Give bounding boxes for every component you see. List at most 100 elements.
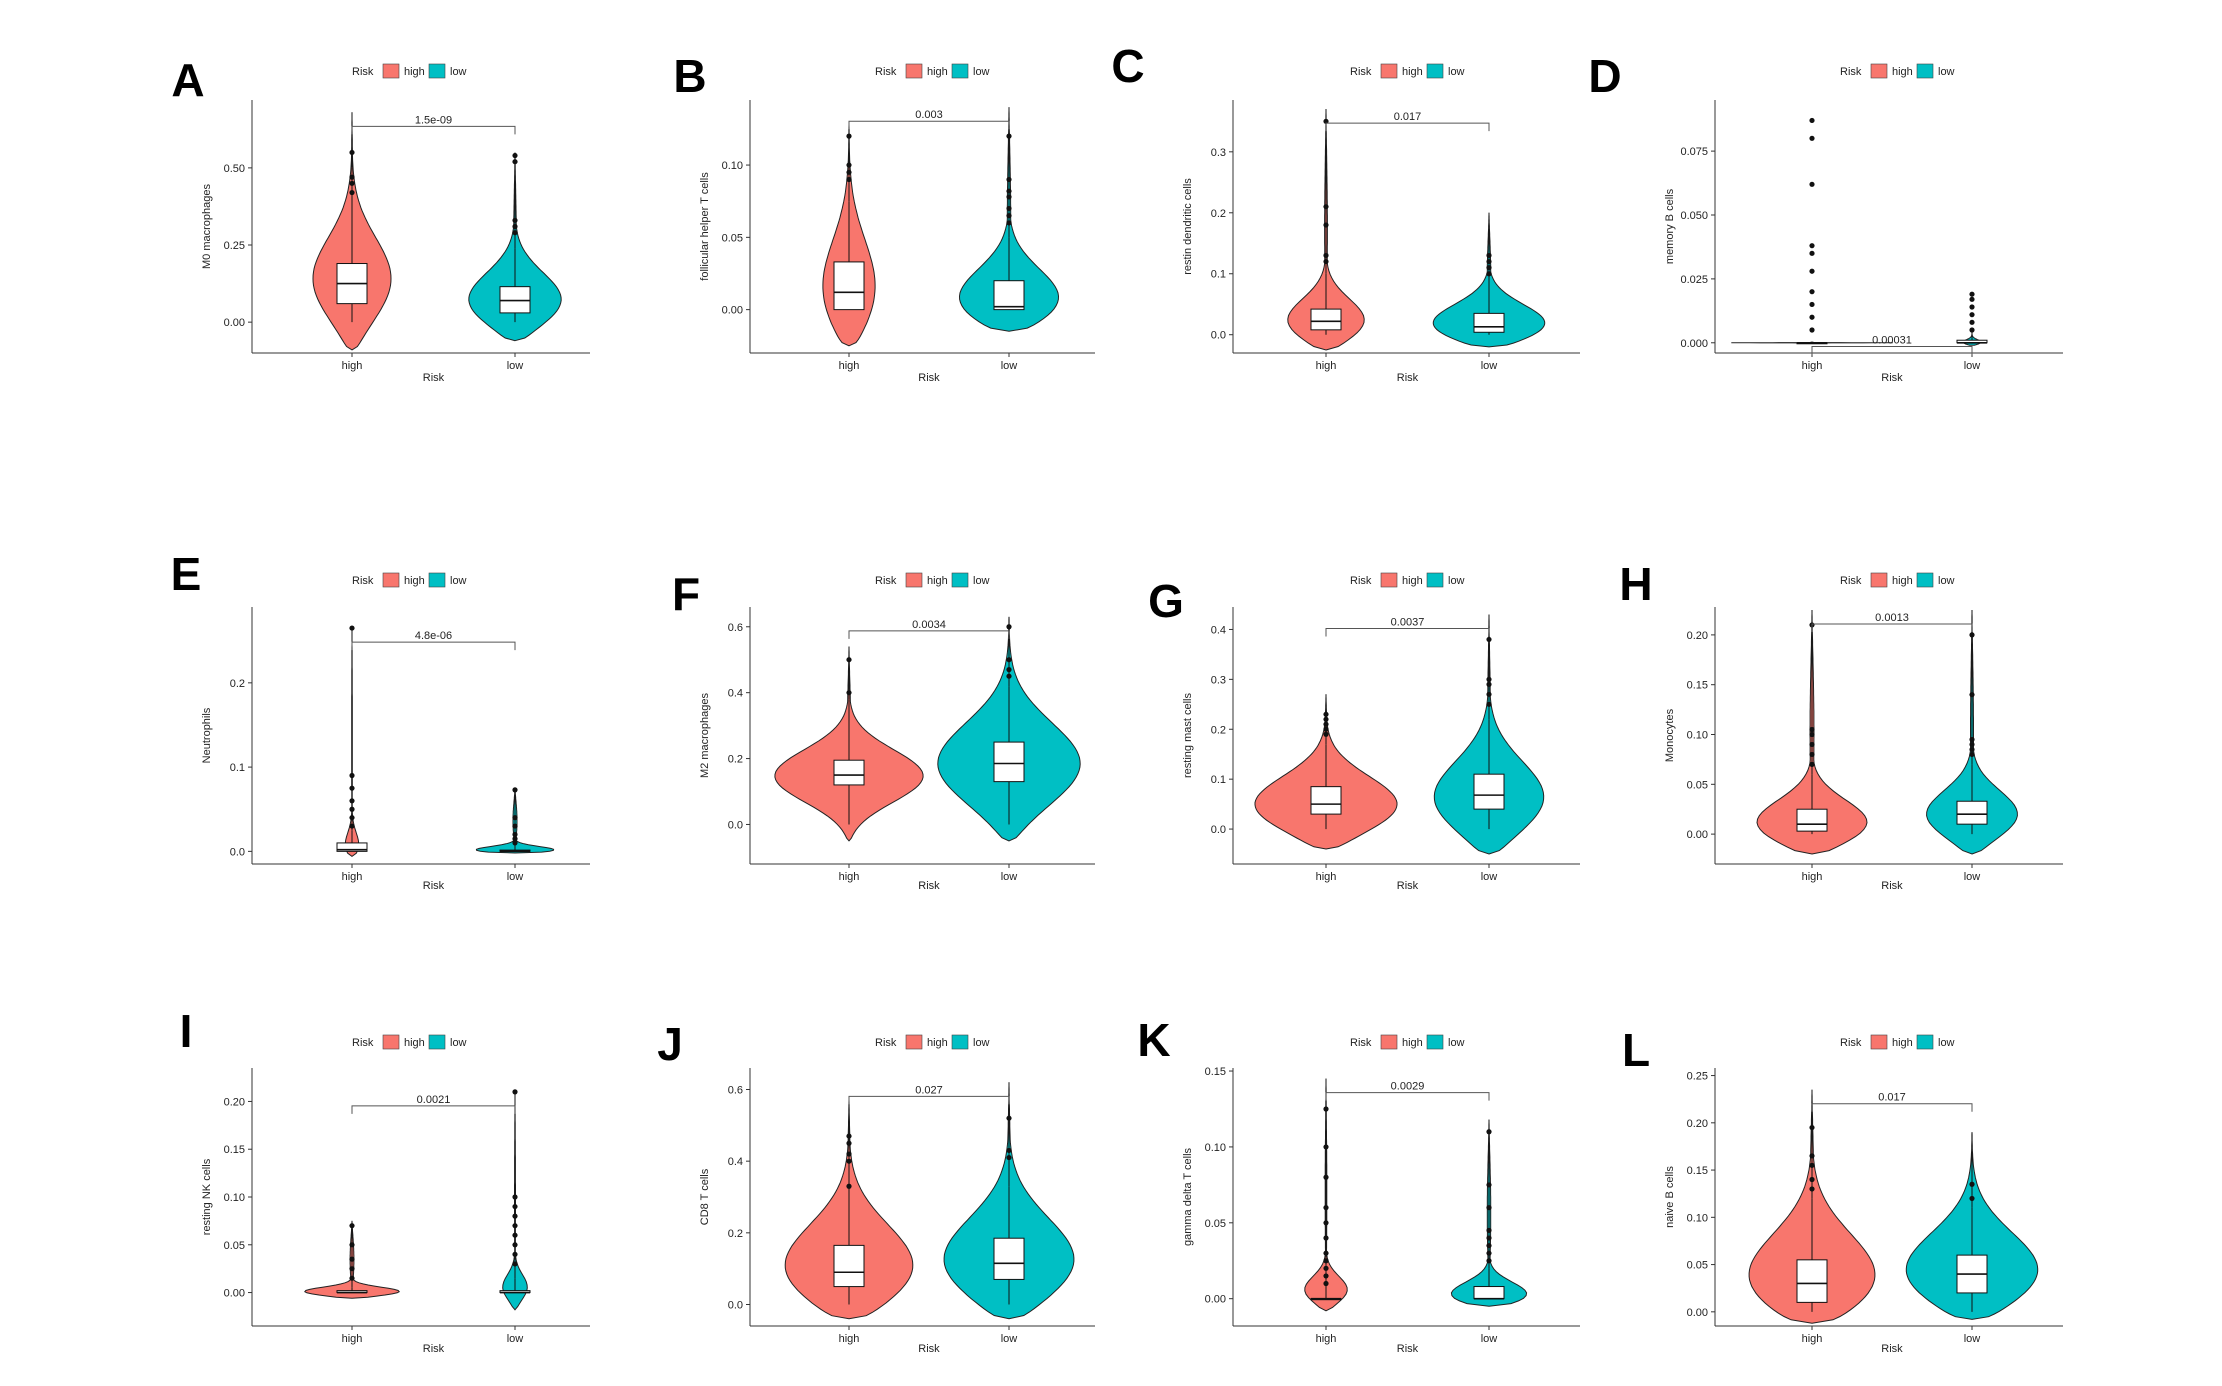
bracket-line <box>1325 627 1490 637</box>
panel-G: G Risk high low 0.0 0.1 0.2 0.3 0.4 resting mast … <box>1148 572 1580 892</box>
legend-swatch-high <box>905 63 923 79</box>
box-low <box>993 741 1025 783</box>
legend-label-low: low <box>450 1037 467 1049</box>
legend-label-high: high <box>1402 575 1423 587</box>
legend-swatch-low <box>1426 572 1444 588</box>
legend-swatch-low <box>951 63 969 79</box>
bracket-line <box>351 1105 516 1114</box>
box-high <box>1796 1259 1828 1303</box>
legend: Risk high low <box>1350 572 1465 588</box>
y-tick-label: 0.05 <box>224 1240 245 1252</box>
y-tick-label: 0.05 <box>1687 779 1708 791</box>
legend-label-low: low <box>450 575 467 587</box>
bracket-line <box>351 125 516 135</box>
pvalue-label: 0.017 <box>1878 1092 1906 1104</box>
y-tick-label: 0.0 <box>1211 330 1226 342</box>
outlier-point-low <box>1969 296 1975 302</box>
legend-title: Risk <box>352 575 374 587</box>
pvalue-bracket: 0.0034 <box>848 619 1010 639</box>
panel-A: A Risk high low 0.00 0.25 0.50 M0 macrophages hi… <box>171 54 590 384</box>
pvalue-label: 0.0029 <box>1391 1081 1425 1093</box>
y-tick-label: 0.000 <box>1680 338 1708 350</box>
panel-letter: L <box>1622 1024 1650 1076</box>
x-tick-label: low <box>1964 1333 1981 1345</box>
x-axis-label: Risk <box>1397 372 1419 384</box>
x-axis-label: Risk <box>918 880 940 892</box>
y-axis-label: resting NK cells <box>201 1158 213 1235</box>
panel-letter: F <box>672 568 700 620</box>
y-tick-label: 0.00 <box>1687 1307 1708 1319</box>
pvalue-label: 0.0013 <box>1875 612 1909 624</box>
y-tick-label: 0.0 <box>728 819 743 831</box>
x-axis-label: Risk <box>1881 1343 1903 1355</box>
legend-title: Risk <box>1840 66 1862 78</box>
legend: Risk high low <box>875 63 990 79</box>
y-axis-label: Monocytes <box>1664 708 1676 762</box>
y-tick-label: 0.10 <box>722 160 743 172</box>
pvalue-bracket: 0.0013 <box>1811 612 1973 632</box>
pvalue-bracket: 0.017 <box>1811 1092 1973 1112</box>
pvalue-label: 1.5e-09 <box>415 114 452 126</box>
legend-swatch-high <box>1380 572 1398 588</box>
legend: Risk high low <box>352 572 467 588</box>
y-tick-label: 0.10 <box>224 1192 245 1204</box>
legend-swatch-high <box>382 63 400 79</box>
y-axis-label: naive B cells <box>1664 1166 1676 1228</box>
legend-title: Risk <box>875 66 897 78</box>
legend-swatch-high <box>1380 63 1398 79</box>
legend-title: Risk <box>352 66 374 78</box>
pvalue-bracket: 0.003 <box>848 109 1010 130</box>
legend-label-low: low <box>1448 575 1465 587</box>
x-tick-label: low <box>507 360 524 372</box>
y-tick-label: 0.4 <box>728 688 743 700</box>
legend-label-high: high <box>927 1037 948 1049</box>
y-tick-label: 0.00 <box>224 317 245 329</box>
panel-I: I Risk high low 0.00 0.05 0.10 0.15 0.20 resting … <box>180 1005 590 1355</box>
x-axis-label: Risk <box>423 880 445 892</box>
legend-swatch-high <box>905 1034 923 1050</box>
pvalue-bracket: 0.0037 <box>1325 616 1490 637</box>
legend-title: Risk <box>1840 575 1862 587</box>
legend-swatch-high <box>1870 63 1888 79</box>
legend-label-high: high <box>1892 1037 1913 1049</box>
y-tick-label: 0.00 <box>1205 1294 1226 1306</box>
x-axis-label: Risk <box>423 372 445 384</box>
outlier-point-high <box>1809 268 1815 274</box>
x-axis-label: Risk <box>918 372 940 384</box>
legend: Risk high low <box>1350 1034 1465 1050</box>
outlier-point-low <box>1969 291 1975 297</box>
y-axis-label: memory B cells <box>1664 188 1676 264</box>
pvalue-label: 0.00031 <box>1872 335 1912 347</box>
legend-label-low: low <box>1448 1037 1465 1049</box>
legend-label-high: high <box>1892 66 1913 78</box>
outlier-point-low <box>1969 304 1975 310</box>
x-tick-label: low <box>1001 871 1018 883</box>
legend: Risk high low <box>1840 63 1955 79</box>
legend: Risk high low <box>352 1034 467 1050</box>
box-high <box>833 261 865 311</box>
box-high <box>833 759 865 786</box>
pvalue-label: 0.0034 <box>912 619 946 631</box>
x-tick-label: low <box>1481 1333 1498 1345</box>
y-tick-label: 0.6 <box>728 1085 743 1097</box>
y-tick-label: 0.3 <box>1211 147 1226 159</box>
y-tick-label: 0.0 <box>728 1300 743 1312</box>
x-tick-label: low <box>1481 871 1498 883</box>
y-tick-label: 0.25 <box>224 240 245 252</box>
legend-title: Risk <box>875 1037 897 1049</box>
bracket-line <box>1811 1103 1973 1112</box>
outlier-point-high <box>349 189 355 196</box>
x-axis-label: Risk <box>918 1343 940 1355</box>
legend-label-high: high <box>1402 1037 1423 1049</box>
pvalue-bracket: 0.017 <box>1325 111 1490 132</box>
y-tick-label: 0.20 <box>224 1096 245 1108</box>
pvalue-bracket: 4.8e-06 <box>351 630 516 651</box>
y-tick-label: 0.05 <box>1205 1218 1226 1230</box>
y-tick-label: 0.3 <box>1211 674 1226 686</box>
legend-title: Risk <box>1350 1037 1372 1049</box>
legend-label-low: low <box>1938 66 1955 78</box>
box-low <box>1473 312 1505 333</box>
y-tick-label: 0.1 <box>1211 774 1226 786</box>
pvalue-label: 0.0037 <box>1391 616 1425 628</box>
bracket-line <box>848 120 1010 130</box>
